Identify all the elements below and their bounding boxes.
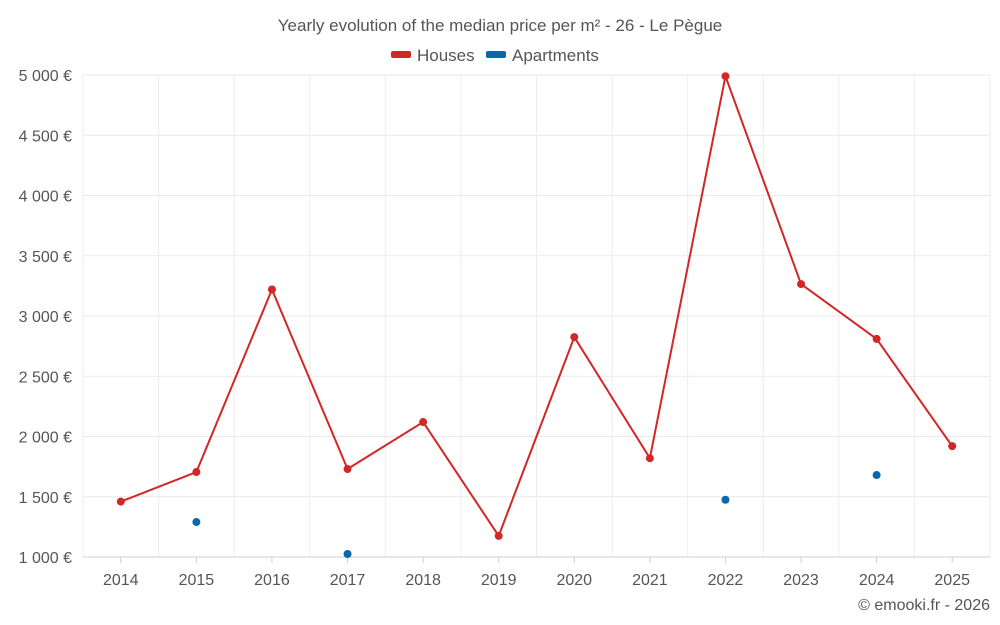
credit-text: © emooki.fr - 2026 [858,597,990,614]
houses-point-2024[interactable] [872,334,881,343]
houses-point-2018[interactable] [419,418,428,427]
y-tick-label: 2 500 € [19,369,72,386]
x-tick-label: 2019 [481,572,517,589]
y-tick-label: 4 000 € [19,189,72,206]
legend-swatch-apartments [486,51,506,58]
x-tick-label: 2018 [405,572,441,589]
y-tick-label: 5 000 € [19,68,72,85]
x-tick-label: 2024 [859,572,895,589]
houses-point-2025[interactable] [948,442,957,451]
y-tick-label: 1 000 € [19,550,72,567]
legend-item-apartments[interactable]: Apartments [486,46,599,65]
x-tick-label: 2022 [708,572,744,589]
grid [82,74,991,558]
houses-point-2022[interactable] [721,72,730,81]
series-apartments [192,471,881,558]
y-tick-label: 3 500 € [19,249,72,266]
series-houses [116,72,957,540]
apartments-point-2024[interactable] [872,471,881,480]
y-tick-label: 4 500 € [19,128,72,145]
x-tick-label: 2023 [783,572,819,589]
x-axis: 2014 2015 2016 2017 2018 2019 2020 2021 2022 2023… [83,556,990,589]
legend-swatch-houses [391,51,411,58]
x-tick-label: 2016 [254,572,290,589]
legend-item-houses[interactable]: Houses [391,46,475,65]
y-tick-label: 1 500 € [19,490,72,507]
apartments-point-2022[interactable] [721,495,730,504]
apartments-point-2015[interactable] [192,518,201,527]
y-axis: 1 000 € 1 500 € 2 000 € 2 500 € 3 000 € 3 500… [19,68,72,567]
houses-point-2017[interactable] [343,465,352,474]
legend-label-houses: Houses [417,46,475,65]
houses-point-2014[interactable] [116,497,125,506]
x-tick-label: 2014 [103,572,139,589]
houses-line [120,75,954,537]
houses-point-2023[interactable] [797,280,806,289]
x-tick-label: 2017 [330,572,366,589]
houses-point-2015[interactable] [192,468,201,477]
houses-point-2016[interactable] [267,285,276,294]
x-tick-label: 2021 [632,572,668,589]
houses-point-2021[interactable] [645,454,654,463]
legend-label-apartments: Apartments [512,46,599,65]
x-tick-label: 2025 [934,572,970,589]
apartments-point-2017[interactable] [343,549,352,558]
houses-point-2020[interactable] [570,333,579,342]
y-tick-label: 3 000 € [19,309,72,326]
x-tick-label: 2015 [179,572,215,589]
x-tick-label: 2020 [556,572,592,589]
legend: Houses Apartments [391,46,599,65]
y-tick-label: 2 000 € [19,430,72,447]
houses-point-2019[interactable] [494,531,503,540]
chart-title: Yearly evolution of the median price per… [278,16,722,35]
